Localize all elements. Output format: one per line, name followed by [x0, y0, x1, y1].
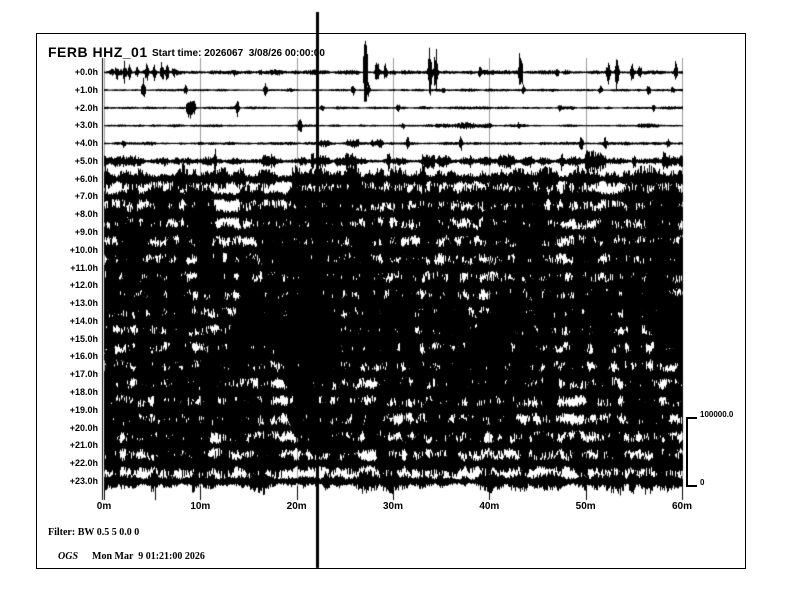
hour-label: +10.0h [69, 244, 98, 255]
minute-label: 30m [382, 501, 403, 512]
scale-min-label: 0 [700, 478, 705, 487]
hour-label: +2.0h [74, 102, 98, 113]
hour-label: +3.0h [74, 120, 98, 131]
hour-label: +12.0h [69, 280, 98, 291]
minute-label: 10m [190, 501, 211, 512]
hour-label: +22.0h [69, 458, 98, 469]
start-time-label: Start time: 2026067 3/08/26 00:00:00 [152, 48, 325, 59]
minute-label: 50m [575, 501, 596, 512]
scale-max-label: 100000.0 [700, 410, 734, 419]
hour-label: +0.0h [74, 67, 98, 77]
hour-label: +16.0h [69, 351, 98, 362]
hour-label: +4.0h [74, 138, 98, 149]
station-title: FERB HHZ_01 [48, 44, 148, 60]
footer-credit: OGS Mon Mar 9 01:21:00 2026 [48, 540, 205, 573]
hour-label: +20.0h [69, 422, 98, 433]
hour-label: +14.0h [69, 315, 98, 326]
hour-label: +13.0h [69, 298, 98, 309]
agency-label: OGS [58, 551, 79, 562]
hour-label: +18.0h [69, 387, 98, 398]
hour-label: +17.0h [69, 369, 98, 380]
hour-label: +1.0h [74, 84, 98, 95]
render-timestamp: Mon Mar 9 01:21:00 2026 [92, 551, 205, 562]
plot-outer-frame [36, 33, 746, 569]
hour-label: +6.0h [74, 173, 98, 184]
hour-label: +8.0h [74, 209, 98, 220]
filter-info-label: Filter: BW 0.5 5 0.0 0 [48, 527, 140, 538]
hour-label: +5.0h [74, 155, 98, 166]
hour-label: +7.0h [74, 191, 98, 202]
hour-label: +11.0h [70, 262, 98, 273]
hour-label: +15.0h [69, 333, 98, 344]
minute-label: 0m [96, 501, 112, 512]
minute-label: 20m [286, 501, 307, 512]
minute-label: 40m [479, 501, 500, 512]
hour-label: +9.0h [74, 227, 98, 238]
amplitude-scale-bracket [686, 417, 697, 487]
hour-label: +19.0h [69, 404, 98, 415]
minute-label: 60m [671, 501, 692, 512]
hour-label: +21.0h [69, 440, 98, 451]
hour-label: +23.0h [69, 475, 98, 486]
